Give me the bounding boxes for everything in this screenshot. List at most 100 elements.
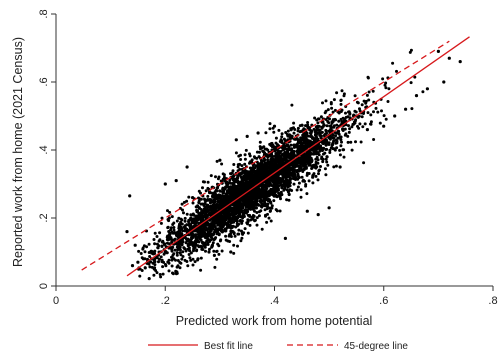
- scatter-point: [255, 216, 259, 220]
- scatter-point: [333, 108, 337, 112]
- scatter-point: [335, 139, 339, 143]
- scatter-point: [317, 172, 320, 176]
- scatter-point: [229, 250, 233, 254]
- scatter-point: [223, 179, 227, 183]
- scatter-point: [255, 174, 259, 178]
- scatter-point: [187, 253, 191, 256]
- scatter-point: [360, 103, 364, 107]
- scatter-point: [382, 124, 386, 128]
- scatter-point: [212, 208, 216, 212]
- scatter-point: [352, 113, 356, 117]
- scatter-point: [268, 127, 272, 131]
- scatter-point: [250, 197, 254, 201]
- scatter-point: [290, 103, 294, 107]
- scatter-point: [200, 212, 204, 216]
- scatter-point: [314, 149, 318, 153]
- scatter-point: [204, 212, 208, 216]
- scatter-point: [395, 69, 398, 73]
- x-axis-title: Predicted work from home potential: [176, 314, 373, 328]
- scatter-point: [176, 230, 180, 234]
- scatter-point: [255, 156, 259, 160]
- scatter-point: [247, 170, 251, 174]
- scatter-point: [224, 234, 228, 238]
- scatter-point: [327, 143, 331, 146]
- scatter-point: [264, 214, 267, 218]
- scatter-point: [340, 89, 344, 93]
- scatter-point: [303, 135, 307, 139]
- forty-five-degree-line: [81, 40, 450, 271]
- scatter-point: [307, 179, 311, 183]
- scatter-point: [147, 242, 151, 246]
- scatter-point: [281, 183, 285, 187]
- scatter-point: [357, 114, 361, 118]
- scatter-point: [228, 178, 232, 182]
- scatter-point: [183, 219, 187, 223]
- scatter-point: [286, 143, 289, 147]
- scatter-point: [324, 148, 328, 151]
- scatter-point: [283, 175, 287, 179]
- scatter-point: [236, 174, 240, 178]
- scatter-point: [304, 183, 308, 186]
- scatter-point: [344, 111, 347, 115]
- scatter-point: [296, 159, 300, 163]
- scatter-point: [299, 166, 303, 170]
- scatter-point: [233, 194, 237, 198]
- scatter-point: [337, 119, 341, 123]
- scatter-point: [168, 210, 172, 214]
- scatter-point: [281, 144, 285, 148]
- scatter-point: [264, 204, 268, 208]
- scatter-point: [246, 231, 250, 235]
- scatter-point: [137, 249, 141, 253]
- scatter-point: [268, 122, 272, 126]
- scatter-point: [182, 200, 186, 204]
- scatter-point: [209, 198, 213, 202]
- scatter-point: [202, 230, 206, 233]
- scatter-point: [356, 124, 359, 128]
- scatter-point: [203, 197, 206, 201]
- scatter-point: [272, 191, 276, 195]
- scatter-point: [175, 219, 179, 223]
- scatter-point: [217, 228, 221, 232]
- scatter-point: [251, 175, 255, 179]
- scatter-point: [171, 223, 175, 226]
- scatter-point: [152, 273, 156, 277]
- scatter-point: [199, 202, 203, 206]
- scatter-point: [199, 226, 203, 230]
- scatter-point: [216, 199, 220, 203]
- scatter-point: [331, 143, 335, 147]
- scatter-point: [183, 225, 187, 229]
- scatter-point: [354, 140, 357, 144]
- scatter-point: [268, 190, 272, 194]
- scatter-point: [211, 226, 215, 230]
- scatter-point: [153, 252, 157, 255]
- scatter-point: [296, 150, 300, 154]
- scatter-point: [258, 199, 262, 203]
- scatter-point: [178, 266, 182, 270]
- scatter-point: [328, 137, 332, 141]
- scatter-point: [168, 231, 172, 235]
- scatter-point: [264, 131, 268, 135]
- scatter-point: [165, 241, 169, 245]
- scatter-point: [260, 182, 264, 186]
- scatter-point: [253, 194, 257, 198]
- scatter-point: [296, 126, 300, 130]
- scatter-point: [248, 178, 252, 182]
- scatter-point: [307, 141, 311, 145]
- scatter-point: [225, 183, 229, 187]
- scatter-point: [292, 131, 296, 135]
- scatter-point: [234, 138, 238, 142]
- scatter-point: [308, 126, 312, 130]
- scatter-point: [265, 153, 269, 157]
- scatter-point: [251, 217, 255, 221]
- scatter-point: [318, 128, 322, 132]
- scatter-point: [196, 257, 200, 261]
- scatter-point: [284, 156, 288, 160]
- scatter-point: [235, 222, 239, 226]
- scatter-point: [161, 239, 165, 243]
- scatter-point: [293, 128, 297, 131]
- scatter-point: [339, 102, 343, 106]
- scatter-point: [212, 217, 215, 220]
- scatter-point: [239, 158, 243, 161]
- scatter-point: [250, 194, 254, 198]
- scatter-point: [187, 195, 191, 199]
